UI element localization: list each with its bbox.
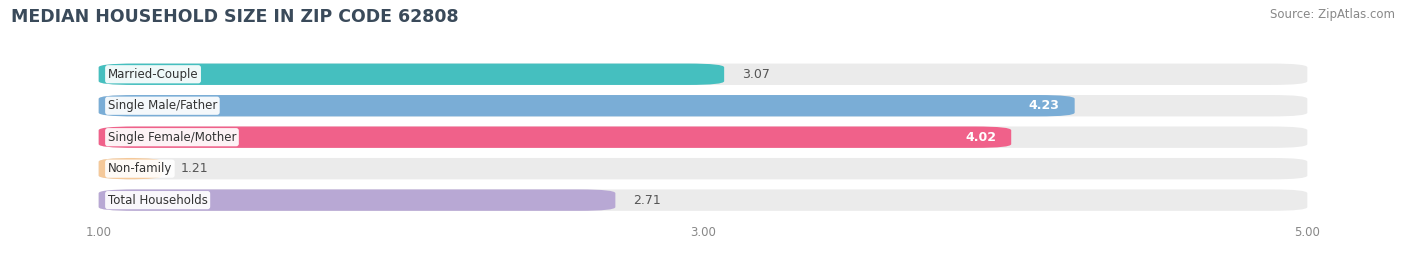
Text: 3.07: 3.07: [742, 68, 770, 81]
FancyBboxPatch shape: [98, 189, 1308, 211]
FancyBboxPatch shape: [98, 126, 1308, 148]
Text: Total Households: Total Households: [108, 194, 208, 207]
Text: Single Male/Father: Single Male/Father: [108, 99, 217, 112]
FancyBboxPatch shape: [98, 189, 616, 211]
Text: 2.71: 2.71: [634, 194, 661, 207]
FancyBboxPatch shape: [98, 158, 162, 179]
FancyBboxPatch shape: [98, 95, 1308, 116]
FancyBboxPatch shape: [98, 158, 1308, 179]
FancyBboxPatch shape: [98, 126, 1011, 148]
FancyBboxPatch shape: [98, 95, 1074, 116]
Text: Source: ZipAtlas.com: Source: ZipAtlas.com: [1270, 8, 1395, 21]
FancyBboxPatch shape: [98, 63, 1308, 85]
Text: Non-family: Non-family: [108, 162, 172, 175]
Text: 4.02: 4.02: [965, 131, 995, 144]
Text: MEDIAN HOUSEHOLD SIZE IN ZIP CODE 62808: MEDIAN HOUSEHOLD SIZE IN ZIP CODE 62808: [11, 8, 458, 26]
Text: 4.23: 4.23: [1029, 99, 1060, 112]
Text: 1.21: 1.21: [180, 162, 208, 175]
FancyBboxPatch shape: [98, 63, 724, 85]
Text: Single Female/Mother: Single Female/Mother: [108, 131, 236, 144]
Text: Married-Couple: Married-Couple: [108, 68, 198, 81]
